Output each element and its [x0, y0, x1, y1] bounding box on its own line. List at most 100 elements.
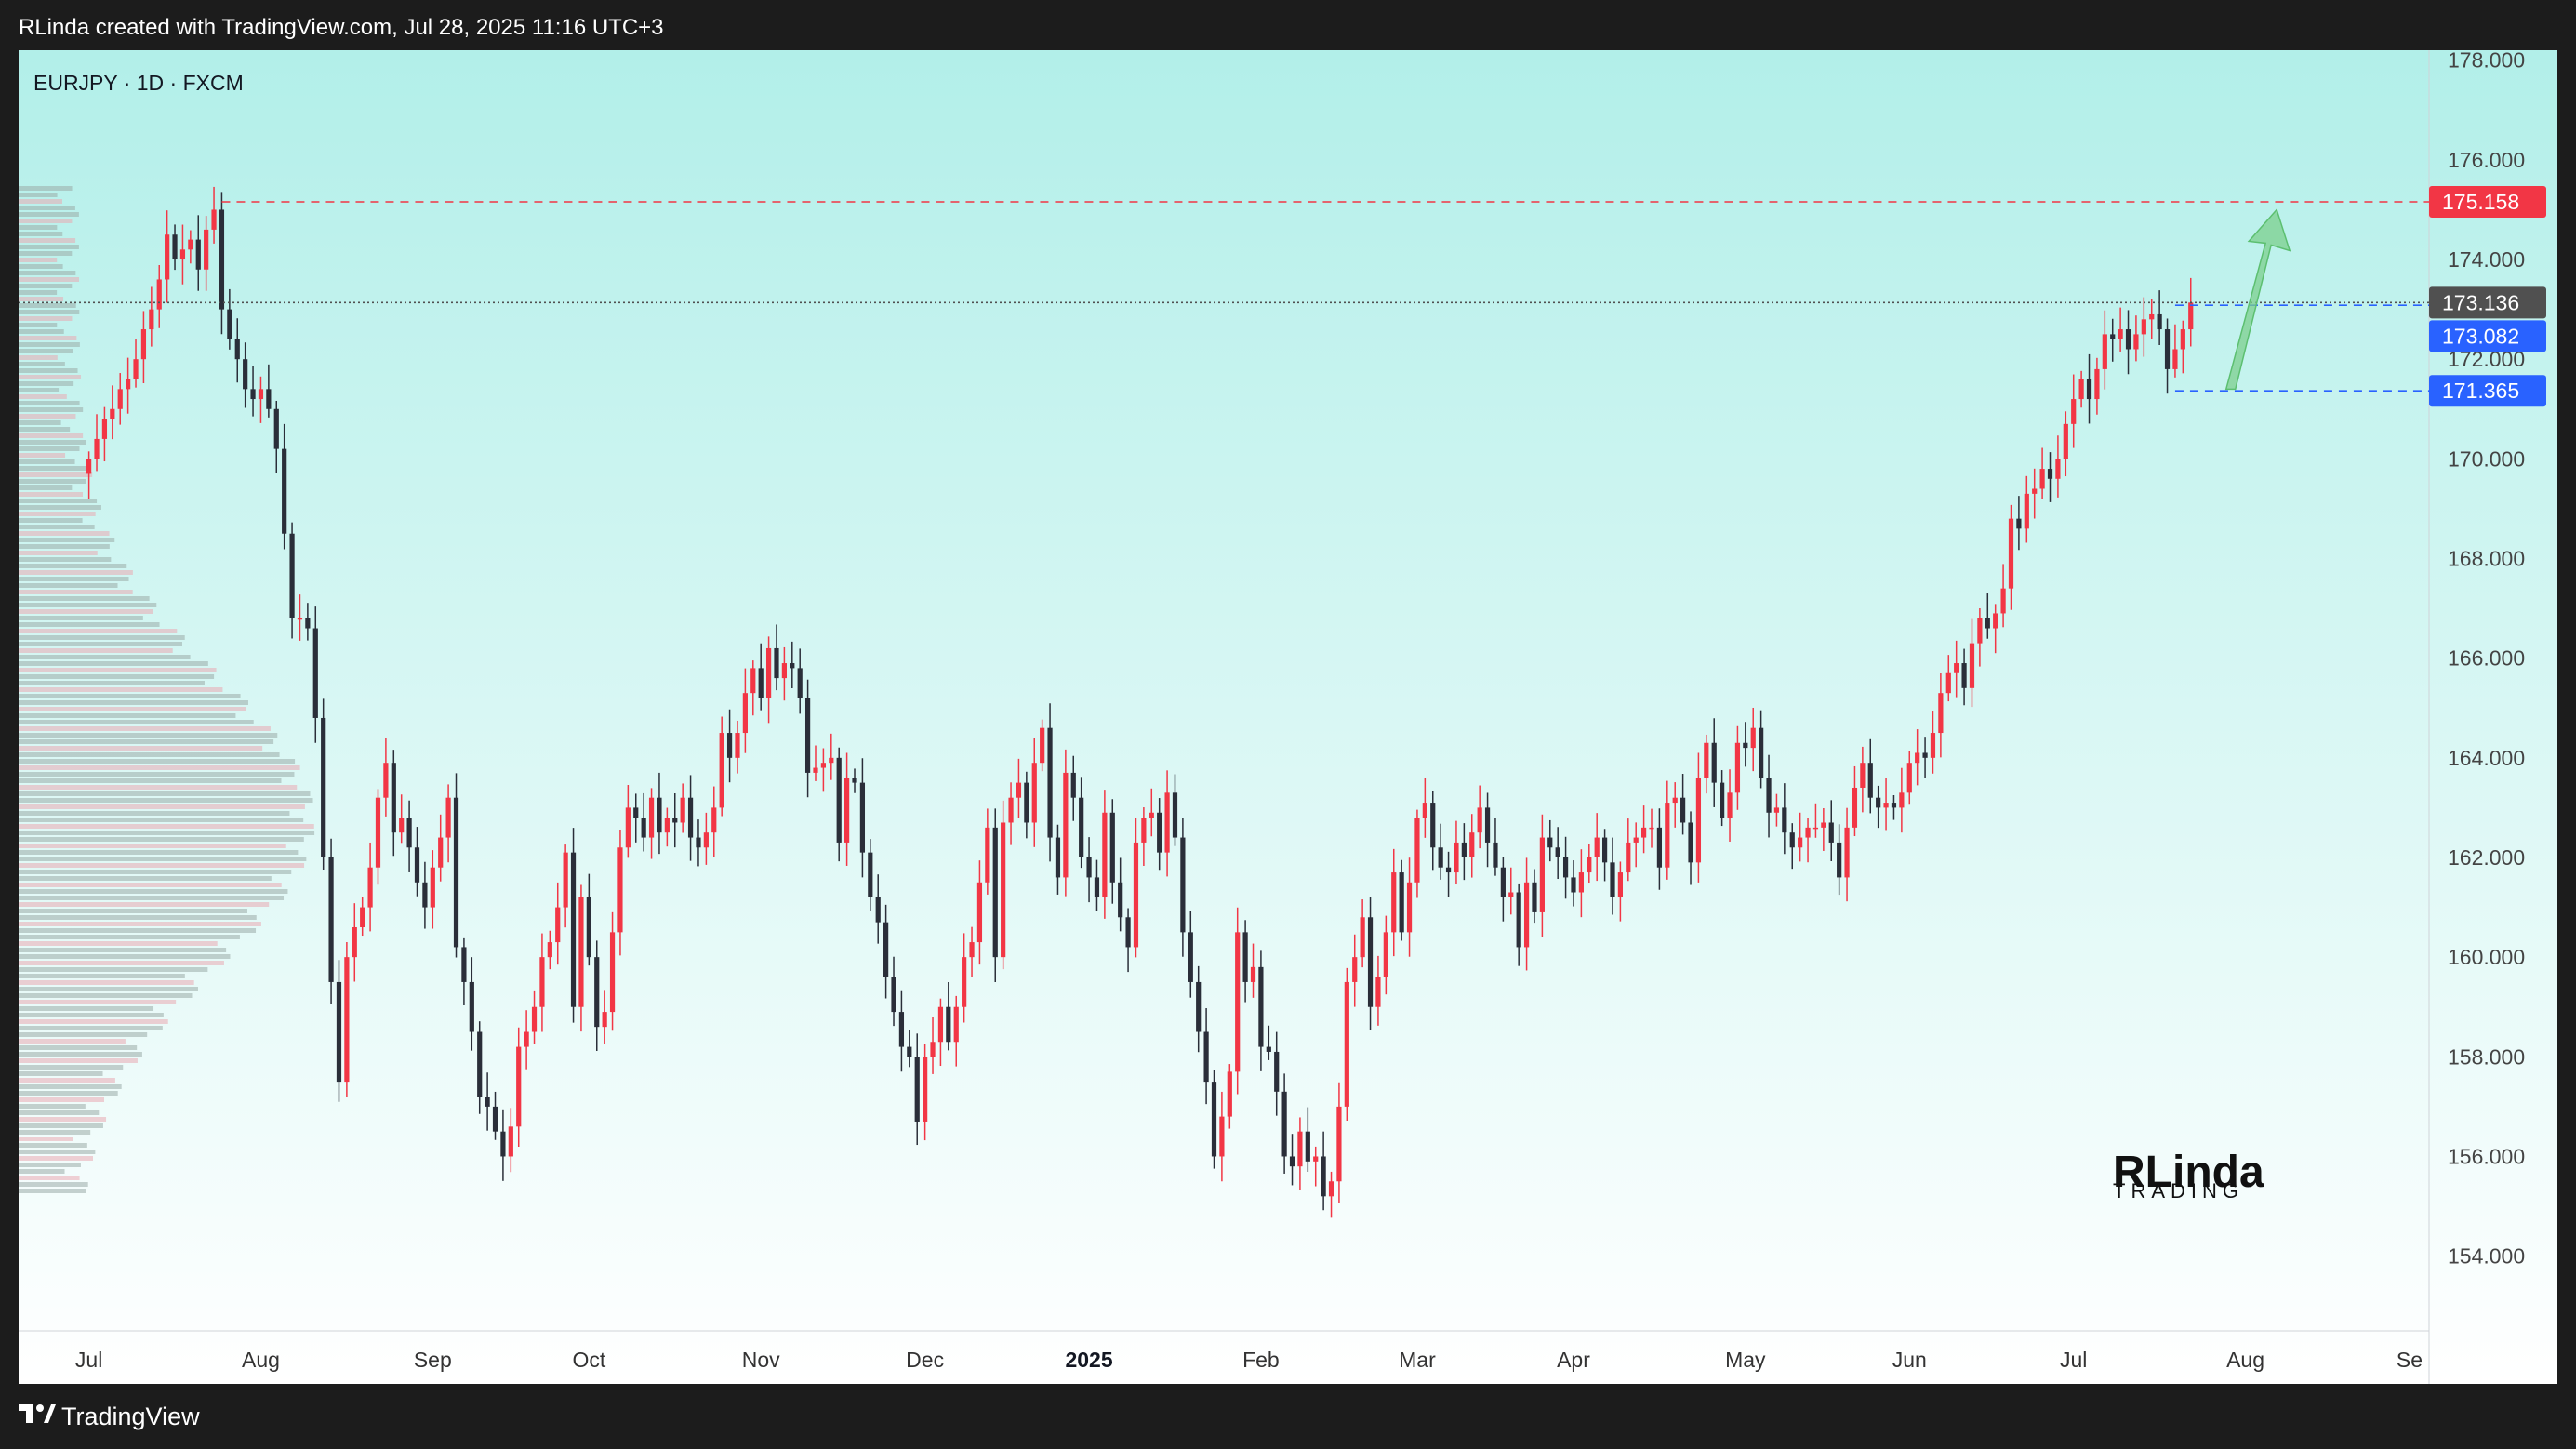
candle-body: [672, 818, 678, 823]
candle: [2180, 320, 2185, 374]
candle: [94, 414, 100, 472]
candle: [250, 366, 256, 417]
candle-body: [609, 932, 616, 1013]
candle: [438, 814, 444, 882]
candle: [1516, 883, 1521, 966]
profile-bar: [19, 889, 288, 894]
candle-body: [195, 239, 201, 270]
candle: [711, 786, 717, 857]
profile-bar: [19, 394, 67, 399]
price-tick-label: 158.000: [2448, 1044, 2525, 1069]
candle-body: [1461, 842, 1467, 857]
profile-bar: [19, 1013, 164, 1017]
candle-body: [1993, 613, 1998, 629]
top-bar: RLinda created with TradingView.com, Jul…: [0, 0, 2576, 50]
candle: [992, 808, 998, 982]
candle: [930, 1017, 936, 1074]
price-chart[interactable]: 175.158 173.136 173.082 171.365 154.000 156.…: [0, 0, 2576, 1384]
candle-body: [1375, 977, 1381, 1007]
candle: [1547, 819, 1553, 862]
candle-body: [641, 818, 646, 838]
candle: [1844, 807, 1850, 902]
candle: [1242, 920, 1248, 1003]
candle-body: [273, 408, 279, 449]
profile-bar: [19, 928, 257, 933]
candle: [1133, 818, 1139, 958]
candle-body: [1695, 778, 1702, 863]
candle-body: [804, 698, 811, 773]
profile-bar: [19, 967, 208, 972]
candle: [1118, 857, 1123, 932]
time-tick-label: Jul: [2060, 1348, 2087, 1372]
candle: [946, 981, 951, 1051]
candle: [539, 933, 545, 1032]
candle-body: [563, 852, 568, 908]
candle-body: [2110, 334, 2116, 339]
profile-bar: [19, 472, 93, 477]
candle: [820, 748, 827, 792]
profile-bar: [19, 980, 194, 985]
candle-body: [1438, 847, 1443, 868]
candle: [1821, 807, 1826, 851]
candle-body: [312, 628, 318, 718]
candle-body: [1070, 772, 1076, 798]
candle: [875, 874, 881, 944]
candle: [1640, 805, 1647, 854]
tradingview-logo-icon[interactable]: [19, 1401, 56, 1429]
candle-body: [391, 763, 396, 833]
profile-bar: [19, 336, 77, 340]
profile-bar: [19, 1150, 96, 1154]
candle: [1493, 818, 1498, 876]
candle: [1445, 851, 1452, 897]
candle: [1047, 703, 1053, 862]
candle: [1406, 857, 1413, 957]
profile-bar: [19, 941, 218, 946]
candle: [1617, 861, 1624, 922]
profile-bar: [19, 1065, 124, 1070]
candle-body: [930, 1042, 936, 1057]
candle-body: [485, 1097, 490, 1107]
profile-bar: [19, 752, 280, 757]
candle: [367, 842, 373, 932]
candle-body: [1720, 782, 1725, 818]
candle-body: [1860, 763, 1866, 788]
candle: [633, 793, 639, 843]
candle: [234, 318, 240, 383]
candle: [156, 264, 162, 328]
profile-bar: [19, 381, 74, 386]
candle: [1672, 782, 1678, 828]
profile-bar: [19, 1156, 94, 1161]
candle: [1055, 824, 1061, 895]
candle: [1070, 755, 1076, 821]
profile-bar: [19, 1130, 91, 1135]
candle: [1274, 1031, 1280, 1116]
candle: [1141, 807, 1147, 867]
candle: [328, 838, 334, 1005]
candle: [1461, 823, 1467, 881]
candles: [86, 186, 2194, 1218]
candle-body: [1313, 1156, 1319, 1162]
candle-body: [1688, 822, 1693, 863]
profile-bar: [19, 590, 133, 594]
candle-body: [1469, 832, 1475, 857]
candle: [165, 210, 170, 303]
candle: [1539, 814, 1545, 937]
candle-body: [1665, 803, 1670, 868]
profile-bar: [19, 427, 71, 432]
projection-arrow: [2224, 207, 2291, 391]
candle-body: [250, 389, 256, 400]
candle-body: [1360, 917, 1365, 958]
profile-bar: [19, 720, 254, 724]
candle-body: [1399, 872, 1404, 933]
candle: [797, 648, 803, 714]
candle: [1523, 857, 1530, 971]
candle: [1969, 618, 1975, 708]
candle-body: [2039, 469, 2045, 489]
candle-body: [829, 757, 834, 764]
candle: [1562, 836, 1569, 899]
profile-bar: [19, 603, 157, 607]
candle: [1759, 710, 1764, 789]
candle: [570, 828, 577, 1023]
profile-bar: [19, 1006, 154, 1011]
tradingview-brand[interactable]: TradingView: [61, 1402, 200, 1430]
